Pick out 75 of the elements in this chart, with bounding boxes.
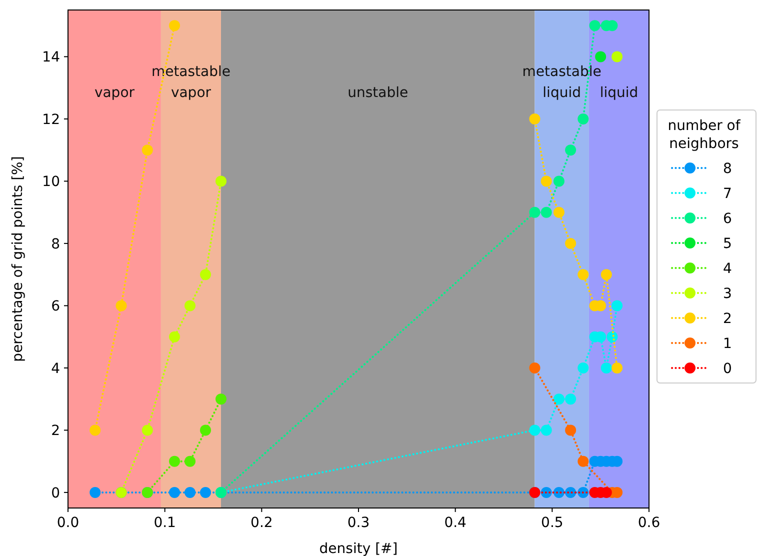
point [90, 486, 101, 498]
point [578, 362, 589, 374]
x-tick-label: 0.6 [638, 515, 660, 531]
band-label: vapor [94, 85, 135, 102]
y-tick-label: 2 [51, 423, 60, 440]
point [565, 394, 576, 405]
legend-label: 8 [723, 161, 732, 177]
point [200, 486, 212, 498]
point [215, 176, 226, 187]
point [540, 176, 552, 187]
legend-label: 3 [723, 286, 732, 302]
point [565, 424, 576, 436]
y-tick-label: 6 [51, 298, 60, 315]
point [553, 206, 564, 218]
legend-title: number of neighbors [668, 118, 742, 152]
point [529, 206, 540, 218]
point [612, 300, 623, 312]
point [529, 362, 540, 374]
point [565, 238, 576, 249]
y-tick-label: 12 [42, 112, 60, 128]
y-axis-title: percentage of grid points [%] [10, 156, 26, 362]
point [529, 113, 540, 124]
legend-label: 2 [723, 311, 732, 327]
point [578, 456, 589, 467]
point [184, 456, 196, 467]
legend-label: 5 [723, 236, 732, 252]
band-label: metastable vapor [151, 64, 231, 102]
point [600, 362, 612, 374]
point [565, 144, 576, 156]
y-tick-label: 8 [51, 236, 60, 252]
point [200, 424, 212, 436]
point [529, 424, 540, 436]
x-tick-label: 0.4 [444, 515, 467, 531]
legend-label: 0 [723, 361, 732, 377]
band-label: metastable liquid [522, 64, 602, 102]
y-tick-label: 0 [51, 485, 60, 502]
point [578, 269, 589, 280]
x-tick-label: 0.5 [541, 515, 564, 531]
band-label: unstable [348, 85, 408, 102]
point [215, 394, 226, 405]
legend-label: 7 [723, 186, 732, 202]
point [606, 331, 618, 342]
y-tick-label: 14 [42, 50, 60, 66]
point [540, 206, 552, 218]
point [540, 424, 552, 436]
x-tick-label: 0.0 [56, 515, 80, 531]
point [142, 424, 153, 436]
point [90, 424, 101, 436]
point [169, 20, 180, 32]
x-tick-label: 0.3 [347, 515, 370, 531]
point [184, 300, 196, 312]
point [116, 300, 127, 312]
point [169, 456, 180, 467]
point [142, 144, 153, 156]
point [200, 269, 212, 280]
y-tick-label: 10 [42, 174, 60, 190]
x-tick-label: 0.2 [250, 515, 273, 531]
x-tick-label: 0.1 [154, 515, 176, 531]
y-tick-label: 4 [51, 360, 60, 377]
point [595, 51, 606, 62]
point [612, 51, 623, 62]
point [169, 486, 180, 498]
band-label: liquid [600, 85, 638, 102]
point [553, 394, 564, 405]
point [578, 113, 589, 124]
point [589, 20, 600, 32]
point [600, 269, 612, 280]
legend-label: 1 [723, 336, 732, 352]
x-axis-title: density [#] [319, 541, 398, 556]
point [553, 176, 564, 187]
legend-label: 6 [723, 211, 732, 227]
point [184, 486, 196, 498]
point [169, 331, 180, 342]
legend-label: 4 [723, 261, 732, 277]
point [612, 362, 623, 374]
